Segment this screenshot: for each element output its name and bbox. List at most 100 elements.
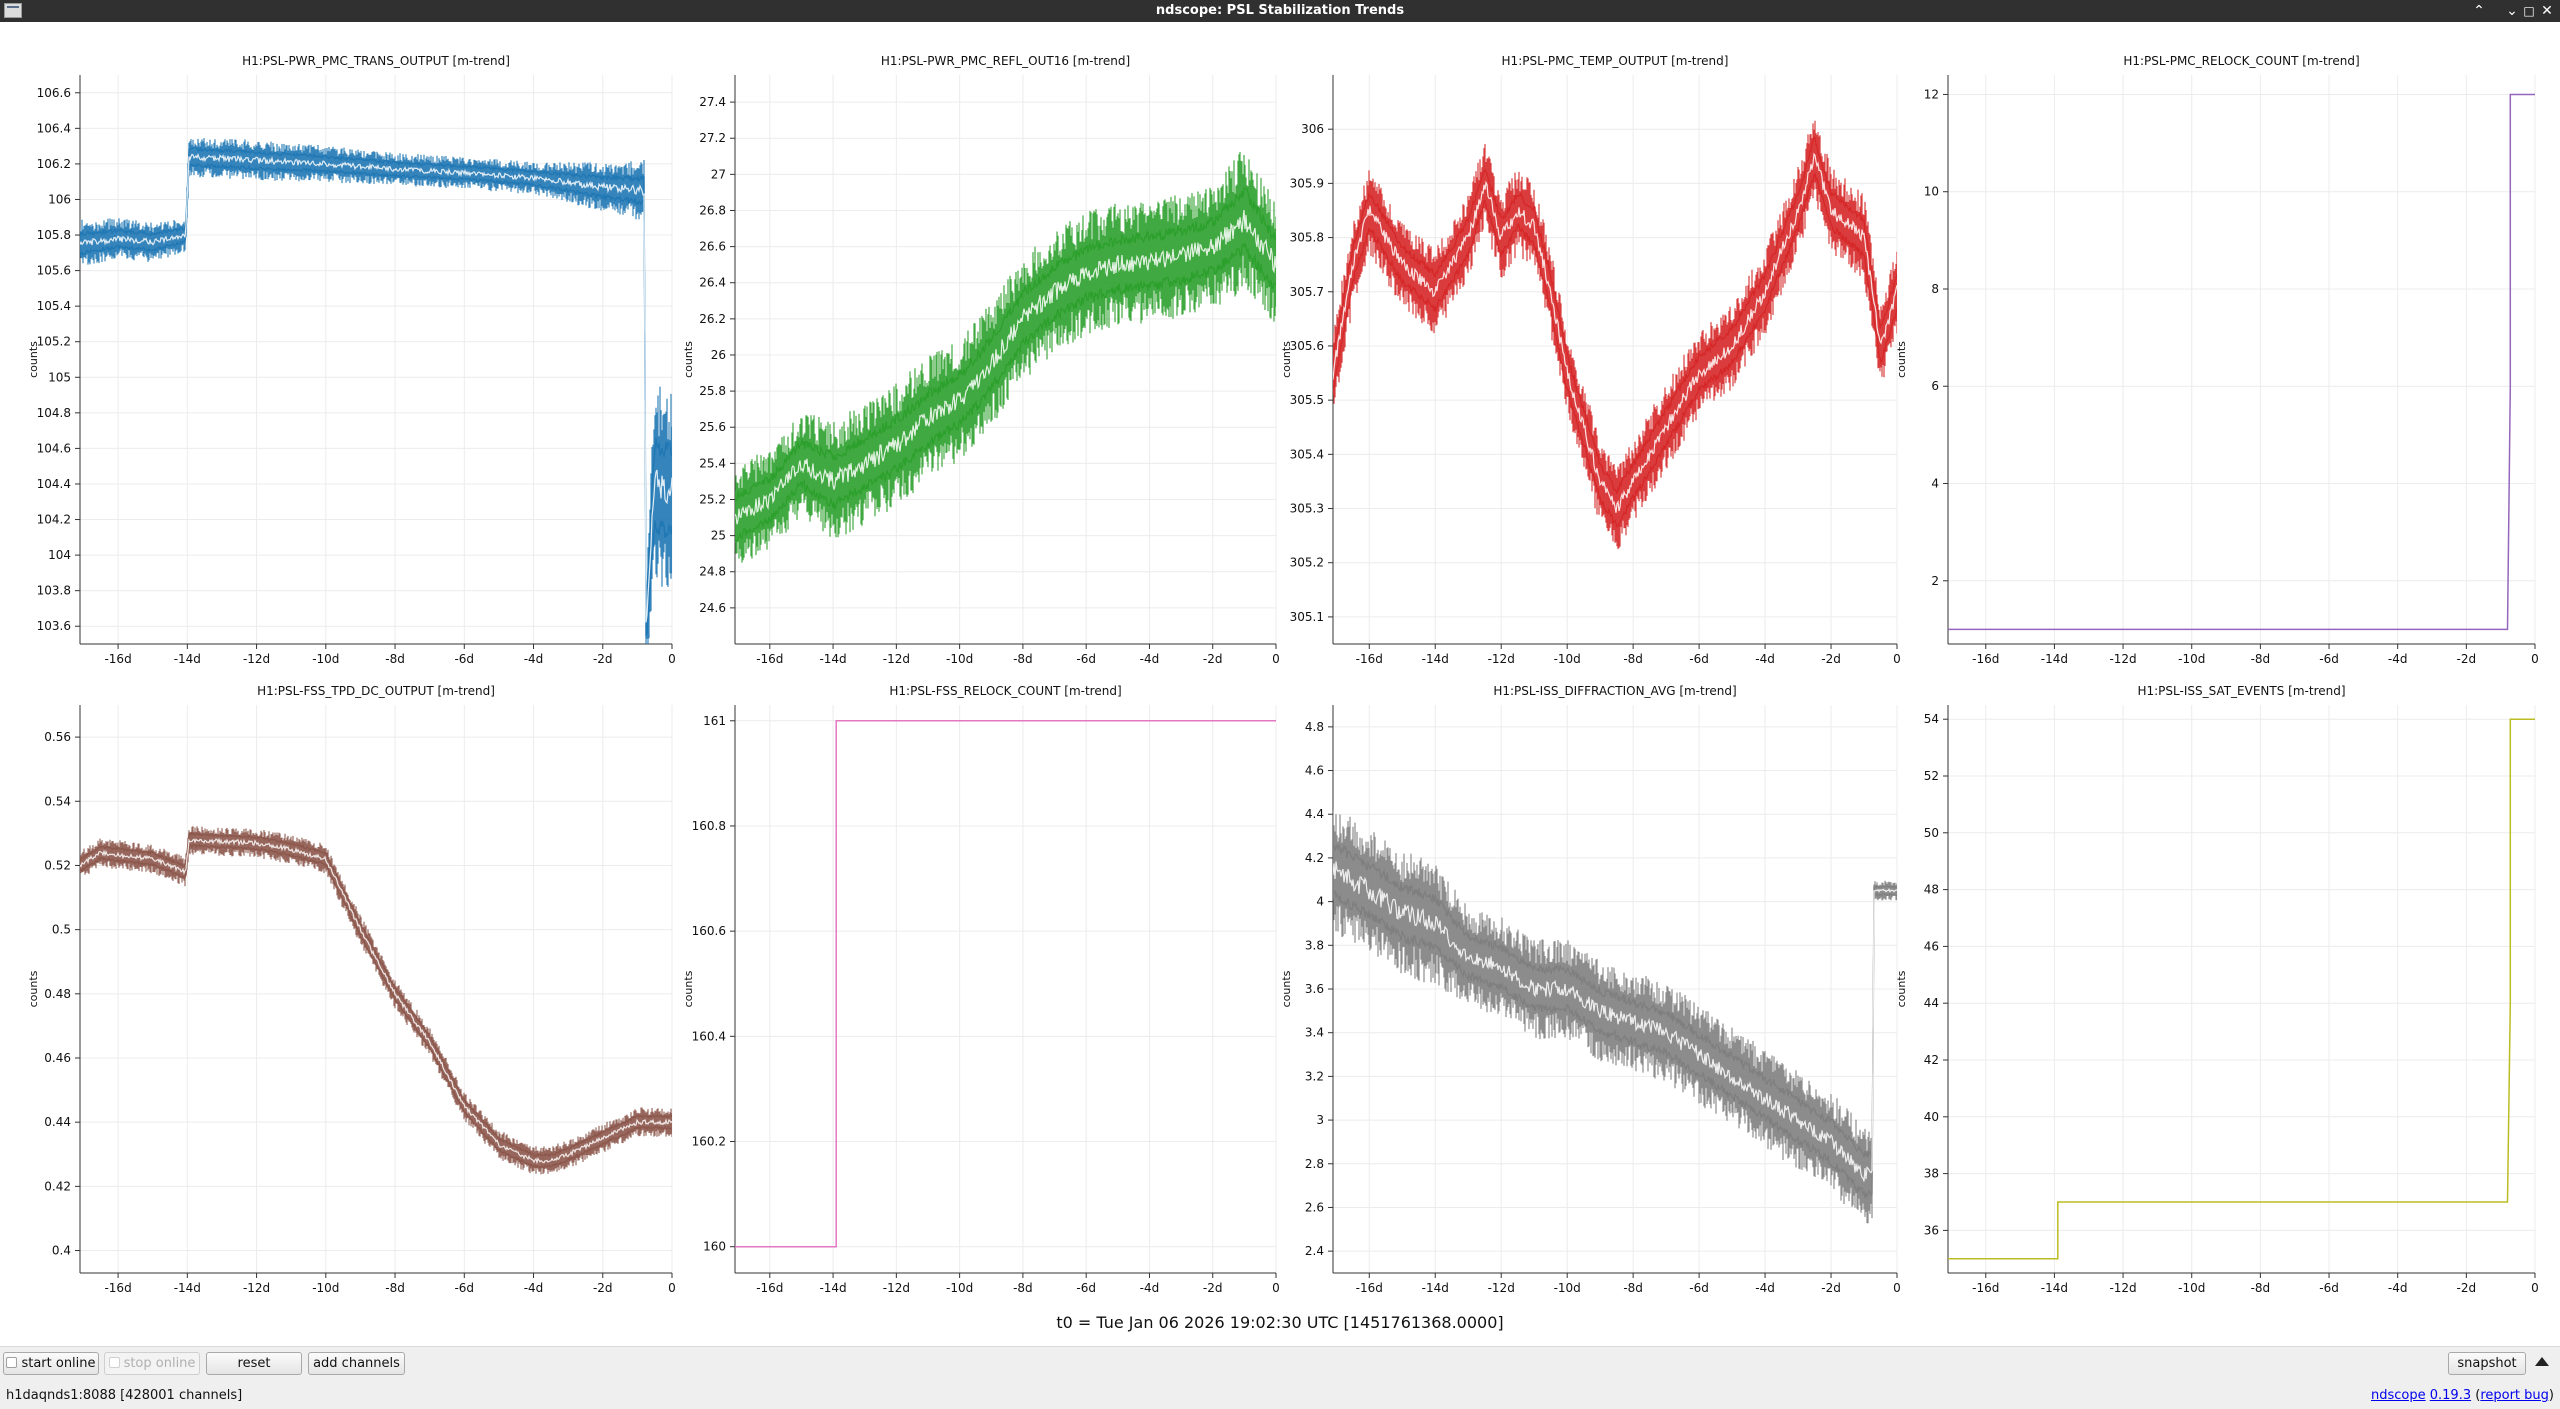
stop-online-button: stop online: [104, 1352, 200, 1375]
y-tick-label: 305.3: [1290, 502, 1324, 516]
y-tick-label: 103.6: [37, 619, 71, 633]
plot-4[interactable]: H1:PSL-PMC_RELOCK_COUNT [m-trend] counts 1…: [1895, 54, 2539, 666]
x-tick-label: -4d: [2388, 652, 2408, 666]
plot-title: H1:PSL-ISS_SAT_EVENTS [m-trend]: [2137, 684, 2345, 698]
plot-1[interactable]: H1:PSL-PWR_PMC_TRANS_OUTPUT [m-trend] cou…: [27, 54, 676, 666]
x-tick-label: -4d: [1140, 652, 1160, 666]
plot-7[interactable]: H1:PSL-ISS_DIFFRACTION_AVG [m-trend] coun…: [1280, 684, 1901, 1295]
y-tick-label: 106.4: [37, 121, 71, 135]
x-tick-label: -2d: [593, 652, 613, 666]
y-tick-label: 105.4: [37, 299, 71, 313]
snapshot-button[interactable]: snapshot: [2448, 1352, 2526, 1375]
y-axis-label: counts: [682, 341, 695, 378]
y-axis-label: counts: [1895, 970, 1908, 1007]
y-tick-label: 105.6: [37, 264, 71, 278]
y-tick-label: 25.2: [699, 492, 726, 506]
start-online-button[interactable]: start online: [3, 1352, 99, 1375]
series-max-line: [735, 186, 1276, 502]
y-tick-label: 4.8: [1305, 720, 1324, 734]
y-tick-label: 305.1: [1290, 610, 1324, 624]
x-tick-label: -8d: [1623, 652, 1643, 666]
x-tick-label: -16d: [104, 652, 131, 666]
plot-data: [80, 826, 672, 1175]
y-tick-label: 105: [48, 370, 71, 384]
y-tick-label: 0.56: [44, 730, 71, 744]
y-tick-label: 25.4: [699, 456, 726, 470]
x-tick-label: -6d: [454, 1281, 474, 1295]
y-tick-label: 305.9: [1290, 176, 1324, 190]
y-tick-label: 103.8: [37, 584, 71, 598]
y-tick-label: 26.8: [699, 203, 726, 217]
y-tick-label: 50: [1924, 826, 1939, 840]
x-tick-label: -6d: [454, 652, 474, 666]
add-channels-button[interactable]: add channels: [308, 1352, 405, 1375]
x-tick-label: 0: [1893, 652, 1901, 666]
checkbox-icon: [6, 1357, 18, 1368]
y-tick-label: 3.4: [1305, 1026, 1324, 1040]
app-name-link[interactable]: ndscope: [2370, 1388, 2426, 1403]
close-icon[interactable]: ✕: [2541, 3, 2553, 19]
x-tick-label: -6d: [1076, 1281, 1096, 1295]
plot-data: [735, 720, 1276, 1248]
y-tick-label: 26.2: [699, 312, 726, 326]
x-tick-label: 0: [2531, 652, 2539, 666]
y-tick-label: 105.2: [37, 335, 71, 349]
server-info: h1daqnds1:8088 [428001 channels]: [6, 1388, 243, 1403]
y-tick-label: 104.2: [37, 513, 71, 527]
plot-2[interactable]: H1:PSL-PWR_PMC_REFL_OUT16 [m-trend] count…: [682, 54, 1280, 666]
y-tick-label: 106.2: [37, 157, 71, 171]
y-tick-label: 105.8: [37, 228, 71, 242]
y-tick-label: 27: [711, 167, 726, 181]
x-tick-label: -6d: [1689, 652, 1709, 666]
chevron-down-icon[interactable]: ⌄: [2506, 3, 2518, 19]
y-tick-label: 104.4: [37, 477, 71, 491]
x-tick-label: -14d: [819, 1281, 846, 1295]
control-bar: start online stop online reset add chann…: [0, 1346, 2560, 1383]
x-tick-label: -14d: [174, 652, 201, 666]
y-axis-label: counts: [27, 341, 40, 378]
plot-5[interactable]: H1:PSL-FSS_TPD_DC_OUTPUT [m-trend] counts…: [27, 684, 676, 1295]
x-tick-label: 0: [2531, 1281, 2539, 1295]
x-tick-label: -12d: [1488, 652, 1515, 666]
report-bug-link[interactable]: report bug: [2480, 1388, 2549, 1403]
plot-8[interactable]: H1:PSL-ISS_SAT_EVENTS [m-trend] counts 54 5…: [1895, 684, 2539, 1295]
x-tick-label: -12d: [243, 1281, 270, 1295]
y-tick-label: 6: [1931, 379, 1939, 393]
x-tick-label: -14d: [174, 1281, 201, 1295]
x-tick-label: -10d: [2178, 652, 2205, 666]
reset-button[interactable]: reset: [206, 1352, 302, 1375]
expand-triangle-icon[interactable]: [2535, 1357, 2549, 1366]
x-tick-label: -16d: [1356, 1281, 1383, 1295]
x-tick-label: -2d: [593, 1281, 613, 1295]
x-tick-label: 0: [1272, 652, 1280, 666]
y-tick-label: 26.4: [699, 276, 726, 290]
series-mean-line: [1333, 152, 1897, 513]
restore-icon[interactable]: □: [2523, 4, 2535, 18]
app-icon[interactable]: [4, 3, 22, 18]
plot-6[interactable]: H1:PSL-FSS_RELOCK_COUNT [m-trend] counts 1…: [682, 684, 1280, 1295]
y-tick-label: 2.6: [1305, 1200, 1324, 1214]
version-link[interactable]: 0.19.3: [2429, 1388, 2472, 1403]
y-tick-label: 160.4: [692, 1029, 726, 1043]
y-tick-label: 104.8: [37, 406, 71, 420]
t0-label: t0 = Tue Jan 06 2026 19:02:30 UTC [14517…: [1056, 1313, 1504, 1332]
y-tick-label: 26: [711, 348, 726, 362]
y-tick-label: 25.8: [699, 384, 726, 398]
series-max-line: [80, 831, 672, 1157]
y-tick-label: 3.6: [1305, 982, 1324, 996]
stop-online-label: stop online: [123, 1356, 196, 1371]
x-tick-label: -10d: [946, 1281, 973, 1295]
version-info: ndscope 0.19.3 (report bug): [2370, 1388, 2554, 1403]
y-tick-label: 160.6: [692, 924, 726, 938]
y-tick-label: 106: [48, 192, 71, 206]
plot-title: H1:PSL-PMC_TEMP_OUTPUT [m-trend]: [1502, 54, 1729, 68]
y-tick-label: 161: [703, 714, 726, 728]
y-tick-label: 106.6: [37, 86, 71, 100]
x-tick-label: -16d: [1356, 652, 1383, 666]
plot-3[interactable]: H1:PSL-PMC_TEMP_OUTPUT [m-trend]counts30…: [1280, 54, 1901, 666]
chevron-up-icon[interactable]: ⌃: [2473, 3, 2485, 19]
x-tick-label: -2d: [1821, 1281, 1841, 1295]
x-tick-label: -14d: [2041, 1281, 2068, 1295]
y-tick-label: 305.7: [1290, 285, 1324, 299]
plot-title: H1:PSL-PWR_PMC_TRANS_OUTPUT [m-trend]: [242, 54, 510, 68]
